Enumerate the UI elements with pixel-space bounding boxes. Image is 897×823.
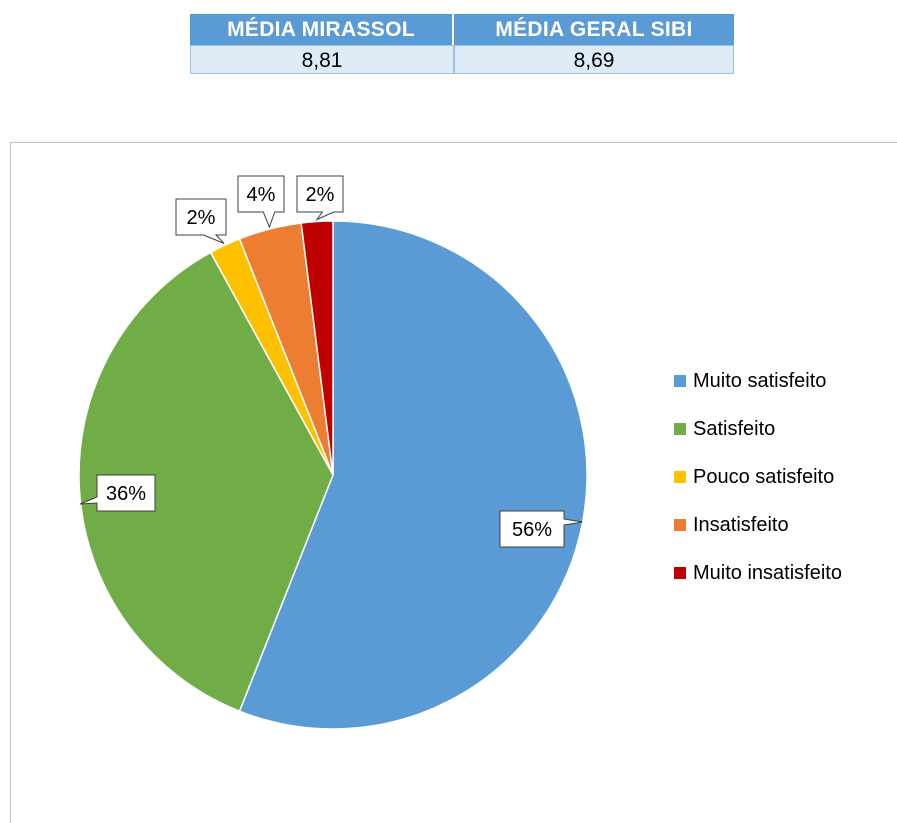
pie-slice-satisfeito — [78, 251, 334, 713]
pie-slice-muito-insatisfeito — [300, 220, 334, 476]
legend-item-pouco-satisfeito: Pouco satisfeito — [674, 466, 834, 488]
header-media-geral-sibi: MÉDIA GERAL SIBI — [454, 14, 734, 45]
data-label-satisfeito: 36% — [79, 474, 156, 512]
legend-item-muito-insatisfeito: Muito insatisfeito — [674, 562, 842, 584]
value-media-mirassol: 8,81 — [190, 45, 454, 74]
summary-table: MÉDIA MIRASSOL MÉDIA GERAL SIBI 8,81 8,6… — [190, 14, 734, 74]
data-label-insatisfeito: 4% — [237, 175, 285, 229]
legend-label: Pouco satisfeito — [693, 466, 834, 488]
legend-item-muito-satisfeito: Muito satisfeito — [674, 370, 826, 392]
data-label-muito-satisfeito: 56% — [499, 510, 583, 548]
legend-label: Muito insatisfeito — [693, 562, 842, 584]
data-label-text: 2% — [306, 184, 335, 206]
legend-item-insatisfeito: Insatisfeito — [674, 514, 789, 536]
legend-swatch — [674, 567, 686, 579]
pie-slice-muito-satisfeito — [238, 220, 588, 730]
chart-area — [10, 142, 897, 823]
value-media-geral-sibi: 8,69 — [454, 45, 734, 74]
data-label-text: 4% — [247, 184, 276, 206]
pie-chart: 56% 36% 2% 4% 2% Muito satisfeito Satisfeito Po… — [78, 175, 842, 730]
data-label-text: 2% — [187, 207, 216, 229]
summary-value-row: 8,81 8,69 — [190, 45, 734, 74]
legend-item-satisfeito: Satisfeito — [674, 418, 775, 440]
legend-swatch — [674, 471, 686, 483]
legend-swatch — [674, 423, 686, 435]
legend-swatch — [674, 519, 686, 531]
data-label-text: 56% — [512, 519, 552, 541]
legend-label: Satisfeito — [693, 418, 775, 440]
data-label-pouco-satisfeito: 2% — [175, 198, 227, 244]
data-label-text: 36% — [106, 483, 146, 505]
legend-label: Muito satisfeito — [693, 370, 826, 392]
summary-header-row: MÉDIA MIRASSOL MÉDIA GERAL SIBI — [190, 14, 734, 45]
legend-swatch — [674, 375, 686, 387]
legend-label: Insatisfeito — [693, 514, 789, 536]
data-label-muito-insatisfeito: 2% — [296, 175, 344, 221]
header-media-mirassol: MÉDIA MIRASSOL — [190, 14, 454, 45]
